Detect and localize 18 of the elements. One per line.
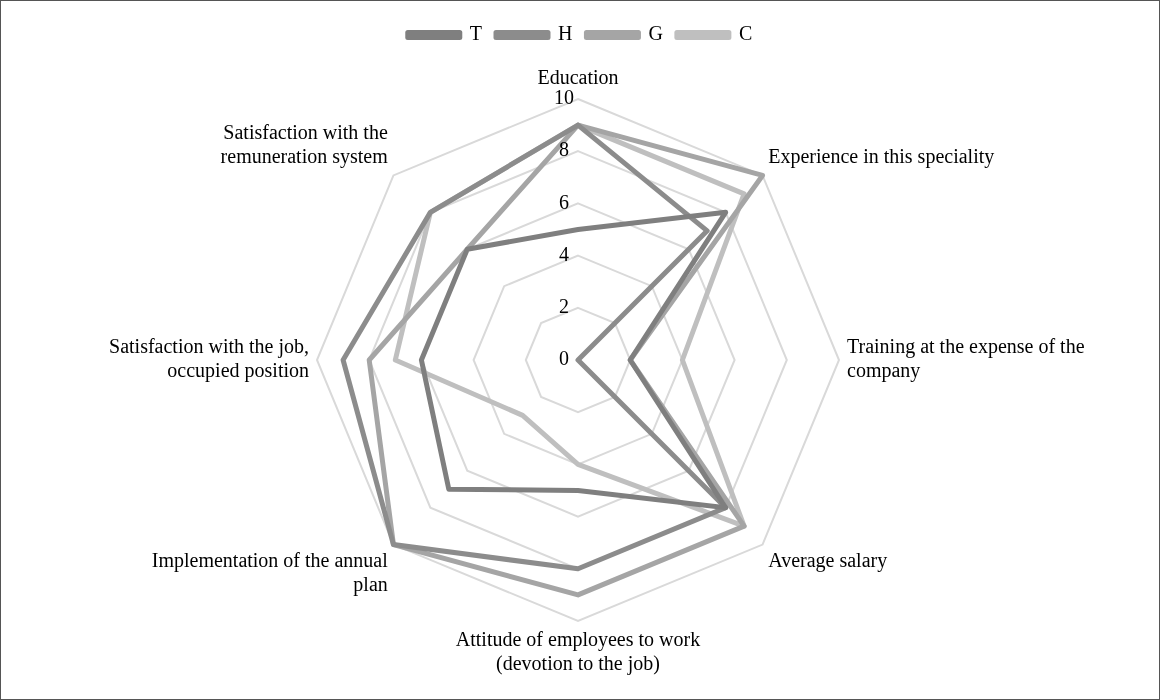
legend-label: T [469, 22, 482, 45]
spoke-label: Implementation of the annual plan [151, 549, 389, 597]
spoke-label: Experience in this speciality [768, 145, 995, 169]
spoke-label: Education [537, 66, 619, 89]
spoke-label: Satisfaction with the job, occupied position [109, 335, 309, 383]
legend-label: H [558, 22, 573, 45]
legend-label: C [738, 22, 753, 45]
spoke-label: Training at the expense of the company [847, 335, 1085, 383]
y-tick-label: 6 [559, 190, 569, 213]
spoke-label: Average salary [768, 549, 888, 573]
spoke-label: Attitude of employees to work (devotion to the job) [455, 628, 701, 676]
y-tick-label: 4 [559, 242, 569, 265]
y-tick-label: 10 [554, 86, 574, 109]
legend-label: G [648, 22, 663, 45]
y-tick-label: 0 [559, 347, 569, 370]
y-tick-label: 2 [559, 295, 569, 318]
y-tick-label: 8 [559, 138, 569, 161]
spoke-label: Satisfaction with the remuneration system [220, 121, 389, 169]
